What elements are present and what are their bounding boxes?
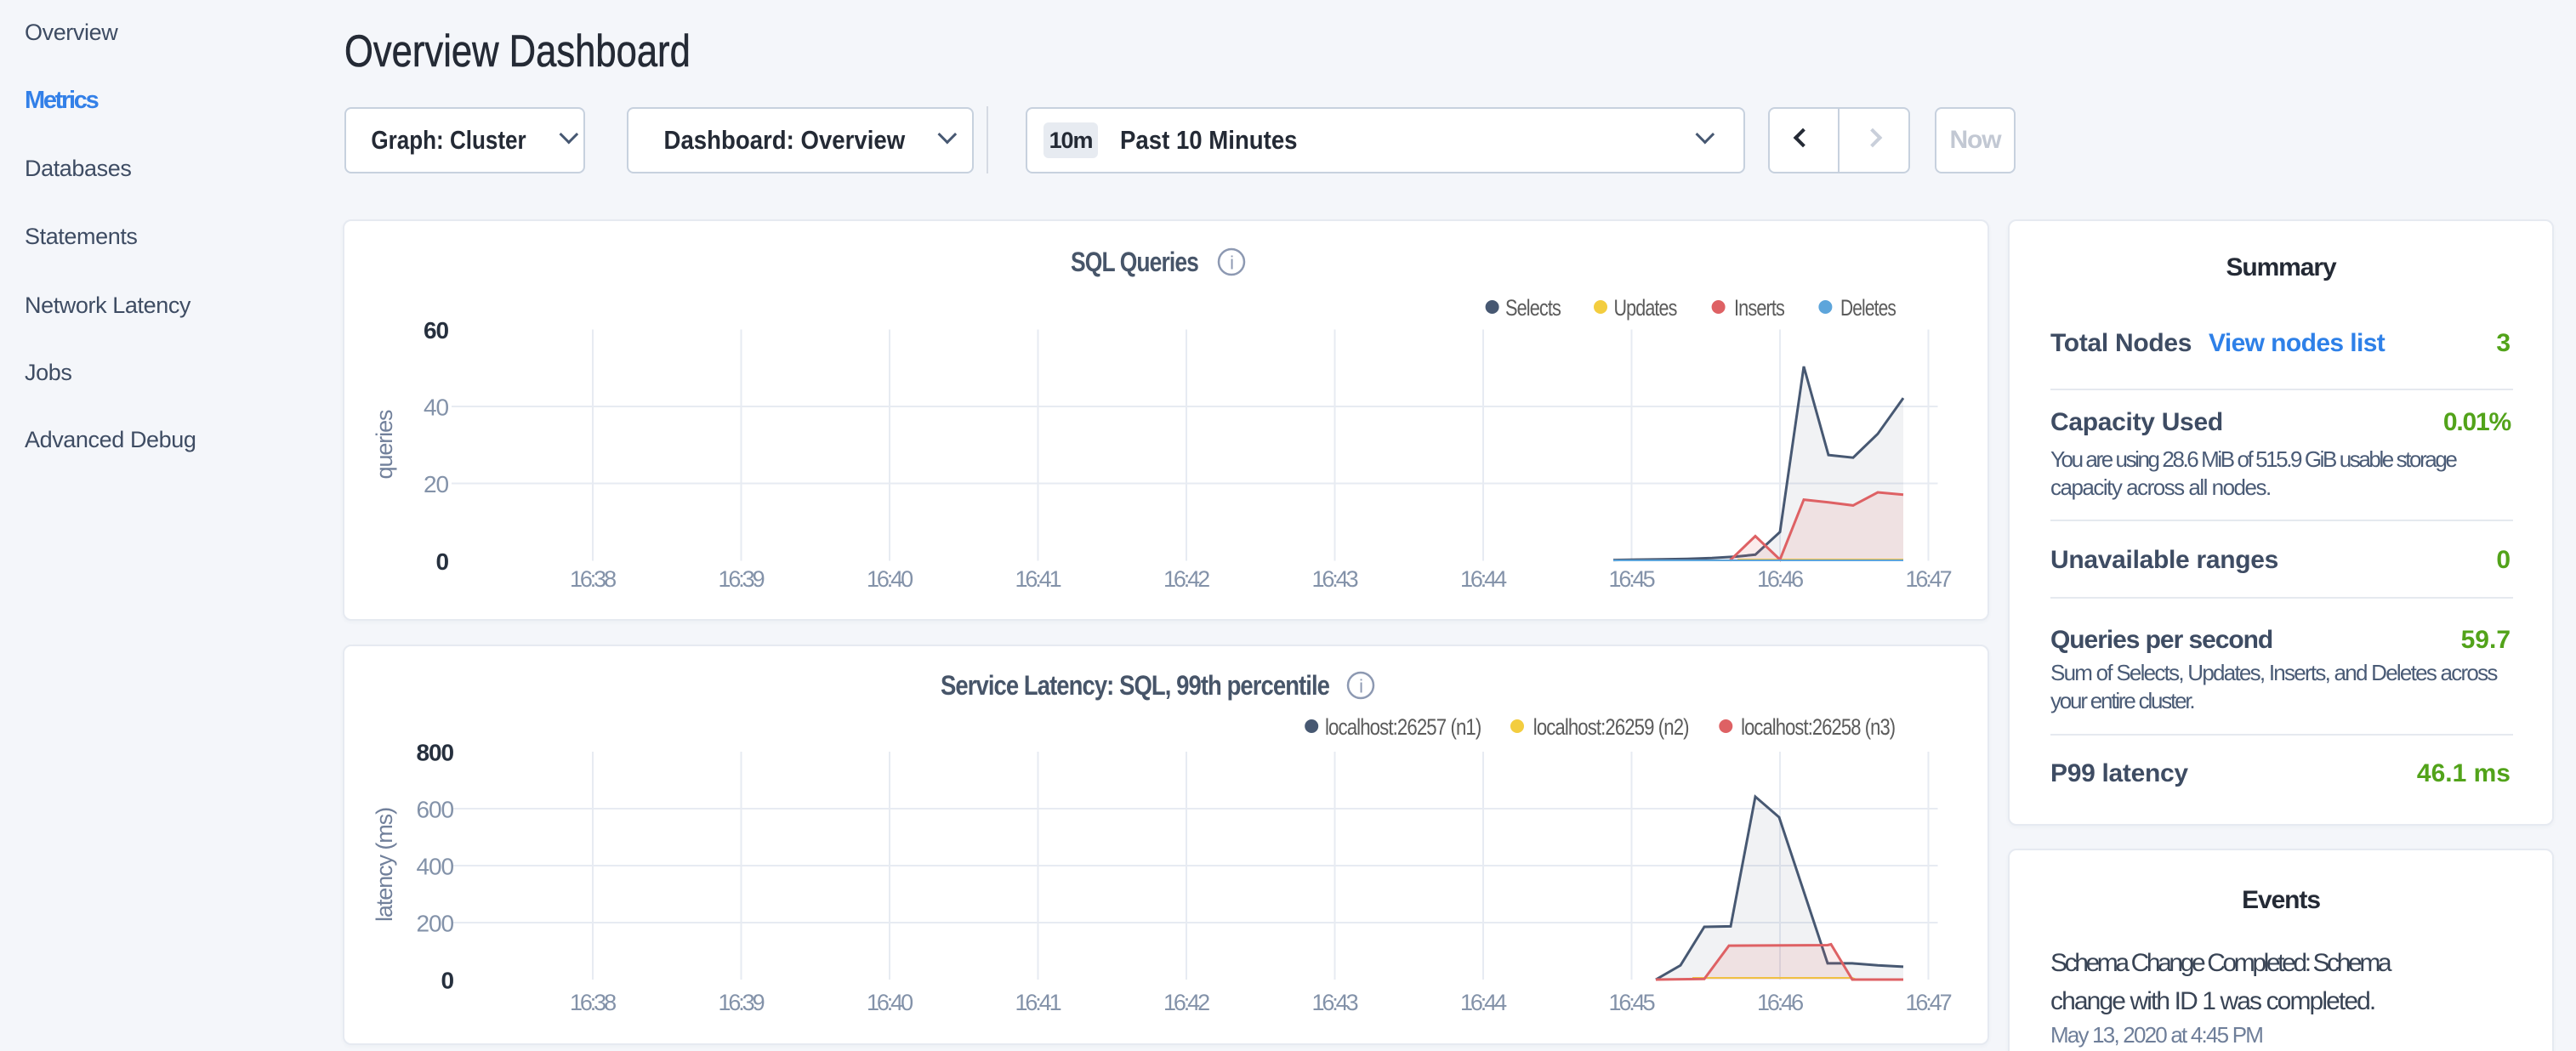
- svg-text:localhost:26259 (n2): localhost:26259 (n2): [1533, 714, 1689, 740]
- svg-text:16:40: 16:40: [867, 990, 913, 1015]
- svg-text:localhost:26257 (n1): localhost:26257 (n1): [1325, 714, 1481, 740]
- svg-text:20: 20: [424, 471, 448, 497]
- svg-text:16:43: 16:43: [1312, 990, 1358, 1015]
- svg-text:16:41: 16:41: [1015, 990, 1061, 1015]
- svg-text:i: i: [1230, 253, 1233, 274]
- svg-text:16:41: 16:41: [1015, 566, 1061, 592]
- svg-text:Updates: Updates: [1614, 295, 1677, 321]
- svg-text:60: 60: [424, 317, 448, 344]
- svg-text:localhost:26258 (n3): localhost:26258 (n3): [1741, 714, 1895, 740]
- svg-text:Deletes: Deletes: [1840, 295, 1896, 321]
- svg-text:latency (ms): latency (ms): [372, 808, 397, 922]
- svg-text:16:42: 16:42: [1163, 566, 1209, 592]
- svg-text:16:39: 16:39: [719, 566, 765, 592]
- svg-text:i: i: [1359, 676, 1362, 697]
- svg-text:16:45: 16:45: [1609, 566, 1655, 592]
- svg-text:16:42: 16:42: [1163, 990, 1209, 1015]
- svg-text:Selects: Selects: [1505, 295, 1561, 321]
- svg-text:16:46: 16:46: [1757, 566, 1803, 592]
- svg-text:16:38: 16:38: [570, 566, 616, 592]
- svg-text:SQL Queries: SQL Queries: [1071, 247, 1198, 277]
- svg-text:800: 800: [417, 740, 454, 766]
- svg-text:0: 0: [441, 968, 454, 994]
- svg-text:0: 0: [436, 548, 449, 575]
- svg-text:400: 400: [417, 854, 454, 880]
- svg-text:600: 600: [417, 797, 454, 823]
- svg-text:16:46: 16:46: [1757, 990, 1803, 1015]
- svg-text:16:44: 16:44: [1460, 566, 1507, 592]
- svg-text:Inserts: Inserts: [1734, 295, 1784, 321]
- svg-text:16:47: 16:47: [1906, 990, 1952, 1015]
- svg-text:16:44: 16:44: [1460, 990, 1507, 1015]
- svg-text:16:39: 16:39: [719, 990, 765, 1015]
- svg-text:16:47: 16:47: [1906, 566, 1952, 592]
- svg-text:16:38: 16:38: [570, 990, 616, 1015]
- svg-text:16:40: 16:40: [867, 566, 913, 592]
- svg-text:200: 200: [417, 911, 454, 937]
- svg-text:16:45: 16:45: [1609, 990, 1655, 1015]
- svg-text:40: 40: [424, 395, 448, 421]
- svg-text:16:43: 16:43: [1312, 566, 1358, 592]
- svg-text:Service Latency: SQL, 99th per: Service Latency: SQL, 99th percentile: [941, 670, 1329, 701]
- svg-text:queries: queries: [372, 410, 397, 480]
